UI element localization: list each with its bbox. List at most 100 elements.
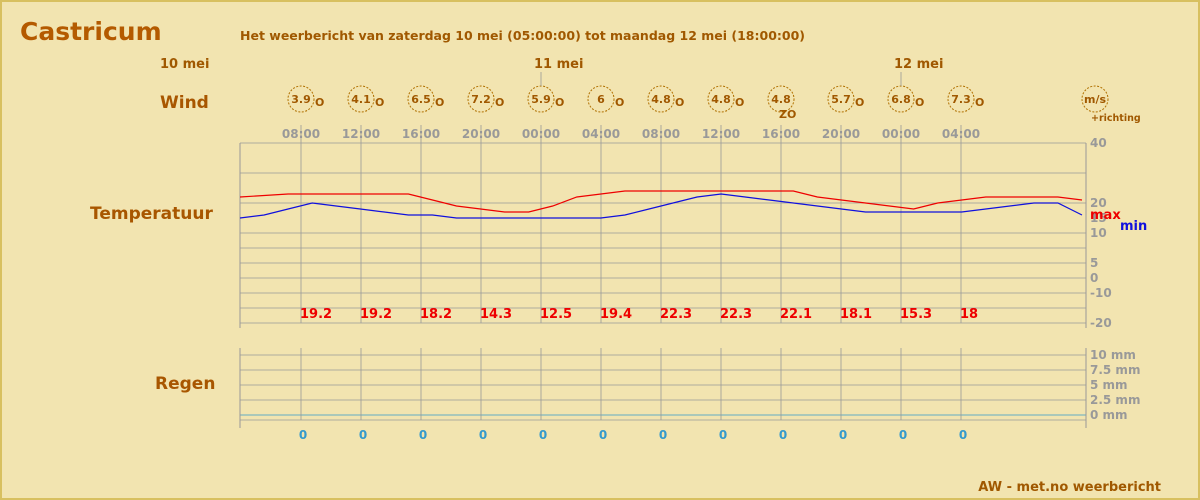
legend-min: min [1120, 219, 1147, 234]
temp-tick-label: 5 [1090, 256, 1098, 270]
wind-circle [347, 85, 375, 113]
rain-value: 0 [599, 428, 607, 442]
wind-direction: O [975, 96, 984, 109]
wind-direction: O [555, 96, 564, 109]
wind-badge: 5.9 O [527, 85, 564, 113]
wind-speed: 3.9 [291, 93, 311, 106]
max-temp-value: 14.3 [480, 307, 512, 322]
wind-badge: 4.8 ZO [767, 85, 796, 121]
wind-speed: 7.3 [951, 93, 971, 106]
rain-value: 0 [539, 428, 547, 442]
wind-badge: 4.8 O [647, 85, 684, 113]
wind-speed: 4.8 [651, 93, 671, 106]
wind-speed: 6 [597, 93, 605, 106]
temp-tick-label: 15 [1090, 211, 1107, 225]
rain-tick-label: 0 mm [1090, 408, 1128, 422]
day-label-2: 11 mei [534, 57, 583, 72]
max-temp-value: 12.5 [540, 307, 572, 322]
location-title: Castricum [20, 17, 162, 46]
rain-value: 0 [479, 428, 487, 442]
wind-circle [587, 85, 615, 113]
wind-circle [947, 85, 975, 113]
rain-tick-label: 2.5 mm [1090, 393, 1140, 407]
temperature-label: Temperatuur [90, 204, 213, 224]
wind-speed: 4.8 [771, 93, 791, 106]
temperature-grid [239, 72, 1087, 328]
wind-unit-note: +richting [1091, 113, 1141, 124]
wind-speed: 5.9 [531, 93, 551, 106]
rain-grid [239, 348, 1087, 428]
rain-tick-label: 7.5 mm [1090, 363, 1140, 377]
max-temp-value: 22.3 [720, 307, 752, 322]
wind-speed: 5.7 [831, 93, 851, 106]
wind-circle [647, 85, 675, 113]
wind-circle [767, 85, 795, 113]
wind-circle [707, 85, 735, 113]
wind-speed: 6.5 [411, 93, 431, 106]
temp-tick-label: 0 [1090, 271, 1098, 285]
wind-direction: O [375, 96, 384, 109]
max-temp-value: 18.1 [840, 307, 872, 322]
temp-tick-label: 10 [1090, 226, 1107, 240]
wind-badge: 7.3 O [947, 85, 984, 113]
rain-value: 0 [959, 428, 967, 442]
wind-direction: O [315, 96, 324, 109]
wind-unit-badge: m/s +richting [1081, 85, 1141, 124]
rain-values: 0 0 0 0 0 0 0 0 0 0 0 0 [299, 428, 967, 442]
rain-y-axis: 10 mm7.5 mm5 mm2.5 mm0 mm [1090, 348, 1140, 422]
wind-circle [467, 85, 495, 113]
wind-badge: 4.1 O [347, 85, 384, 113]
wind-direction: O [495, 96, 504, 109]
wind-label: Wind [160, 93, 209, 113]
max-temp-value: 18.2 [420, 307, 452, 322]
wind-badge: 4.8 O [707, 85, 744, 113]
max-temp-value: 19.2 [300, 307, 332, 322]
wind-badge: 6.5 O [407, 85, 444, 113]
wind-direction: ZO [779, 108, 796, 121]
rain-tick-label: 10 mm [1090, 348, 1136, 362]
wind-direction: O [855, 96, 864, 109]
wind-speed: 4.8 [711, 93, 731, 106]
rain-tick-label: 5 mm [1090, 378, 1128, 392]
day-label-1: 10 mei [160, 57, 209, 72]
wind-badge: 7.2 O [467, 85, 504, 113]
max-temp-value: 22.1 [780, 307, 812, 322]
rain-value: 0 [359, 428, 367, 442]
rain-value: 0 [779, 428, 787, 442]
wind-direction: O [675, 96, 684, 109]
time-axis: 08:00 12:00 16:00 20:00 00:00 04:00 08:00 12:00… [282, 127, 980, 141]
temp-tick-label: -10 [1090, 286, 1112, 300]
wind-speed: 4.1 [351, 93, 371, 106]
legend-max: max [1090, 208, 1121, 223]
rain-value: 0 [899, 428, 907, 442]
day-label-3: 12 mei [894, 57, 943, 72]
footer-credit: AW - met.no weerbericht [978, 480, 1161, 495]
wind-direction: O [435, 96, 444, 109]
wind-speed: 7.2 [471, 93, 491, 106]
max-temp-value: 19.4 [600, 307, 632, 322]
max-temperature-line [239, 190, 1083, 213]
rain-value: 0 [839, 428, 847, 442]
rain-label: Regen [155, 374, 215, 394]
wind-circle [407, 85, 435, 113]
max-temp-value: 19.2 [360, 307, 392, 322]
forecast-subtitle: Het weerbericht van zaterdag 10 mei (05:… [240, 28, 805, 43]
wind-direction: O [615, 96, 624, 109]
max-temp-value: 15.3 [900, 307, 932, 322]
wind-badge: 6.8 O [887, 85, 924, 113]
wind-speed: 6.8 [891, 93, 911, 106]
temp-tick-label: -20 [1090, 316, 1112, 330]
wind-badge: 5.7 O [827, 85, 864, 113]
rain-value: 0 [419, 428, 427, 442]
wind-direction: O [915, 96, 924, 109]
max-temp-value: 18 [960, 307, 978, 322]
min-temperature-line [239, 193, 1083, 219]
wind-circle [827, 85, 855, 113]
wind-direction: O [735, 96, 744, 109]
wind-unit: m/s [1084, 93, 1106, 106]
